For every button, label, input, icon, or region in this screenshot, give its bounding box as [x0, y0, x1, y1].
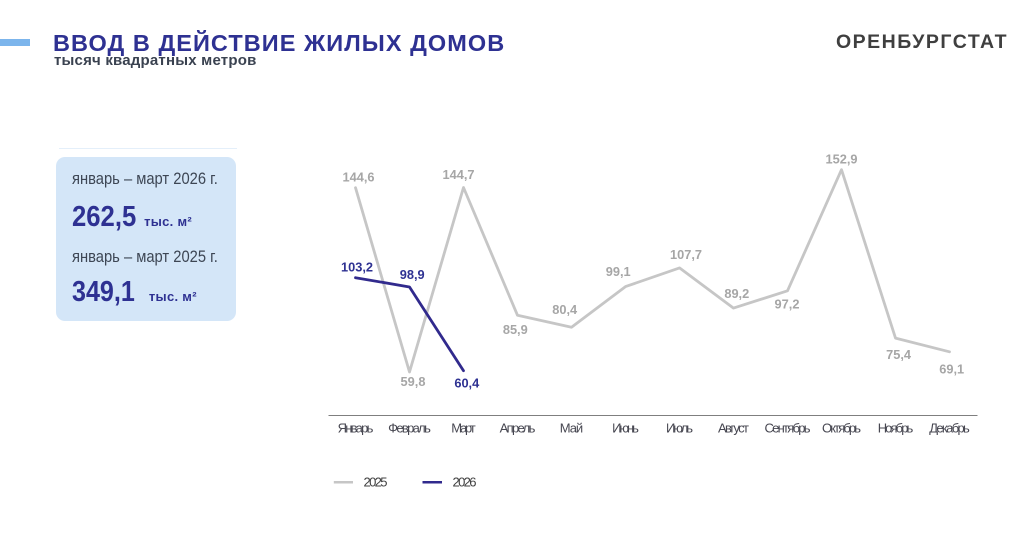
svg-text:144,6: 144,6: [342, 169, 374, 184]
svg-text:60,4: 60,4: [454, 376, 480, 391]
svg-text:152,9: 152,9: [825, 152, 857, 167]
svg-text:85,9: 85,9: [503, 322, 528, 337]
svg-text:97,2: 97,2: [775, 296, 800, 311]
svg-text:80,4: 80,4: [552, 302, 578, 317]
svg-text:Март: Март: [451, 421, 476, 436]
svg-text:99,1: 99,1: [606, 264, 631, 279]
svg-text:75,4: 75,4: [886, 347, 912, 362]
svg-text:107,7: 107,7: [670, 247, 702, 262]
svg-text:69,1: 69,1: [939, 362, 964, 377]
svg-text:Октябрь: Октябрь: [822, 421, 861, 436]
svg-text:Август: Август: [718, 421, 749, 436]
svg-text:2025: 2025: [364, 475, 388, 490]
svg-text:103,2: 103,2: [341, 260, 373, 275]
svg-text:98,9: 98,9: [400, 267, 425, 282]
svg-text:Ноябрь: Ноябрь: [878, 421, 914, 436]
svg-text:Апрель: Апрель: [500, 421, 536, 436]
svg-text:144,7: 144,7: [442, 167, 474, 182]
svg-text:2026: 2026: [453, 475, 477, 490]
svg-text:Декабрь: Декабрь: [929, 421, 970, 436]
svg-text:59,8: 59,8: [401, 374, 426, 389]
svg-text:Июнь: Июнь: [612, 421, 639, 436]
svg-text:Февраль: Февраль: [388, 421, 431, 436]
svg-text:Июль: Июль: [666, 421, 693, 436]
svg-text:Январь: Январь: [338, 421, 374, 436]
svg-text:Май: Май: [560, 421, 583, 436]
svg-text:89,2: 89,2: [724, 286, 749, 301]
svg-text:Сентябрь: Сентябрь: [764, 421, 810, 436]
